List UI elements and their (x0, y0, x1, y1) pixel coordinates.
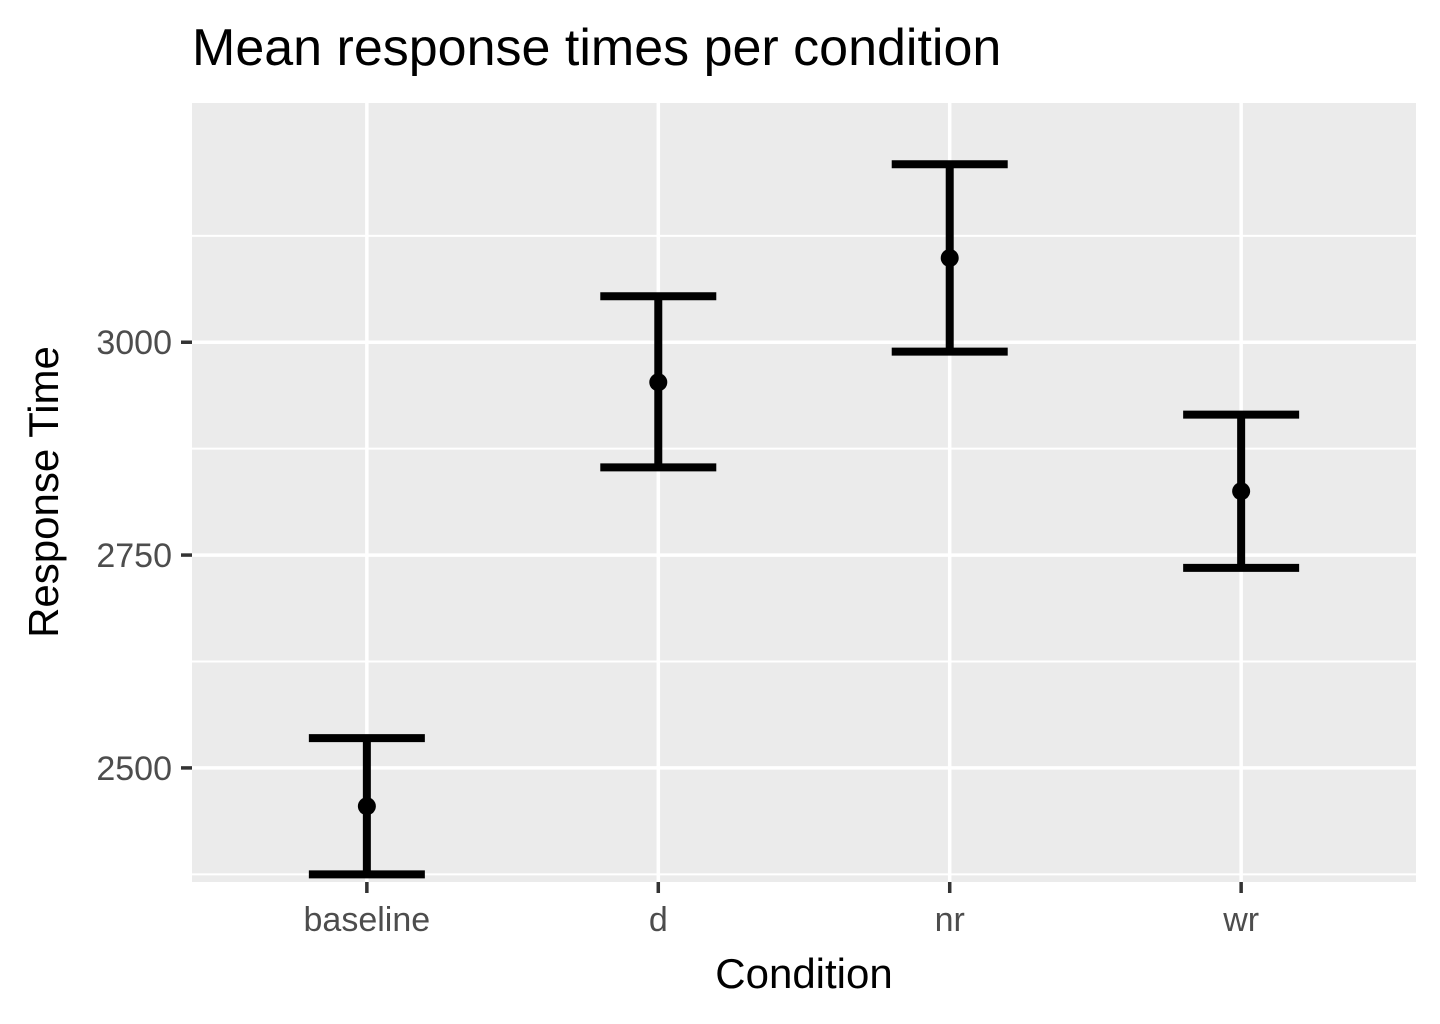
y-axis-title: Response Time (20, 346, 67, 638)
y-tick-label: 2750 (96, 537, 172, 575)
mean-point (357, 797, 376, 816)
x-tick-label: baseline (304, 901, 431, 939)
x-tick-label: wr (1222, 901, 1259, 939)
axis-ticks: 2500 2750 3000 baseline d nr wr (96, 324, 1259, 939)
mean-point (940, 248, 959, 267)
plot-panel (192, 103, 1416, 882)
y-tick-label: 3000 (96, 324, 172, 362)
mean-point (649, 373, 668, 392)
chart-title: Mean response times per condition (192, 19, 1001, 77)
data-marks (308, 160, 1300, 879)
x-axis-title: Condition (715, 950, 892, 997)
y-tick-label: 2500 (96, 750, 172, 788)
x-tick-label: d (649, 901, 668, 939)
x-tick-label: nr (935, 901, 965, 939)
mean-point (1232, 482, 1251, 501)
